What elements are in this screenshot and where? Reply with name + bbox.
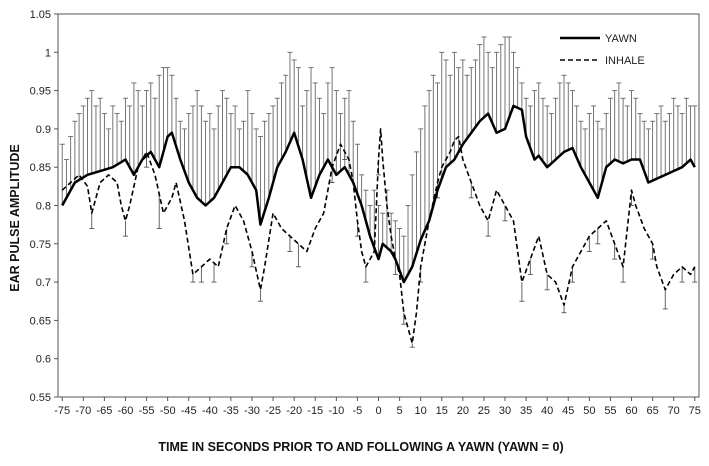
y-tick-label: 0.75 [30,239,51,251]
x-tick-label: 20 [457,405,469,417]
y-tick-label: 0.7 [36,277,51,289]
x-tick-label: -30 [244,405,260,417]
series-line-inhale [61,128,696,345]
x-tick-label: -75 [54,405,70,417]
y-tick-label: 1 [45,47,51,59]
x-tick-label: -35 [223,405,239,417]
x-tick-label: -5 [353,405,363,417]
x-tick-label: 60 [625,405,637,417]
x-tick-label: -50 [160,405,176,417]
x-tick-label: 75 [689,405,701,417]
x-axis-title: TIME IN SECONDS PRIOR TO AND FOLLOWING A… [158,440,563,454]
x-tick-label: -20 [286,405,302,417]
x-tick-label: 25 [478,405,490,417]
y-tick-label: 0.85 [30,162,51,174]
x-tick-label: 30 [499,405,511,417]
y-tick-label: 1.05 [30,9,51,21]
legend: YAWN INHALE [560,33,645,67]
x-tick-label: -60 [118,405,134,417]
series-lines [61,104,696,345]
y-axis-title: EAR PULSE AMPLITUDE [8,144,22,291]
x-axis: -75 -70 -65 -60 -55 -50 -45 -40 -35 -30 -25 -20 -15-… [54,397,701,417]
x-tick-label: -25 [265,405,281,417]
y-tick-label: 0.8 [36,201,51,213]
y-tick-label: 0.9 [36,124,51,136]
x-tick-label: -65 [96,405,112,417]
y-tick-label: 0.55 [30,392,51,404]
x-tick-label: 5 [397,405,403,417]
x-tick-label: -40 [202,405,218,417]
y-axis: 0.55 0.6 0.65 0.7 0.75 0.8 0.85 0.9 0.95 1 1.05 [30,9,58,404]
x-tick-label: 65 [646,405,658,417]
x-tick-label: 40 [541,405,553,417]
x-tick-label: 15 [436,405,448,417]
x-tick-label: 0 [375,405,381,417]
legend-label-inhale: INHALE [605,55,645,67]
series-line-yawn [61,104,696,284]
x-tick-label: 55 [604,405,616,417]
x-tick-label: -15 [307,405,323,417]
inhale-error-bars [89,151,698,348]
x-tick-label: 45 [562,405,574,417]
x-tick-label: -70 [75,405,91,417]
yawn-error-bars [59,36,698,283]
x-tick-label: 35 [520,405,532,417]
y-tick-label: 0.65 [30,315,51,327]
y-tick-label: 0.6 [36,354,51,366]
legend-label-yawn: YAWN [605,33,637,45]
x-tick-label: 10 [415,405,427,417]
x-tick-label: -55 [139,405,155,417]
x-tick-label: -10 [328,405,344,417]
x-tick-label: 70 [668,405,680,417]
x-tick-label: -45 [181,405,197,417]
x-tick-label: 50 [583,405,595,417]
y-tick-label: 0.95 [30,86,51,98]
